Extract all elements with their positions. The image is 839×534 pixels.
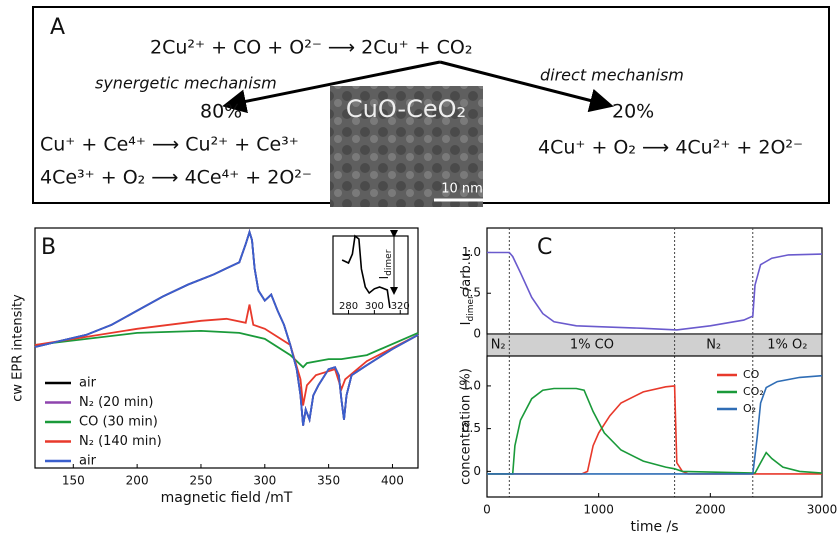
series-line [487,389,822,474]
x-tick-label: 250 [190,474,213,488]
scale-label: 10 nm [441,182,483,197]
mechanism-label: synergetic mechanism [95,74,277,93]
gas-phase: N₂ [706,338,721,353]
label-sub: dimer [466,295,476,322]
series-line [487,253,822,330]
share: 80% [200,101,242,123]
plot-frame [487,356,822,497]
equation: Cu⁺ + Ce⁴⁺ ⟶ Cu²⁺ + Ce³⁺ [40,134,299,156]
x-tick-label: 400 [381,474,404,488]
gas-phase: 1% O₂ [767,338,807,353]
mechanism-label: direct mechanism [540,66,684,85]
y-tick-label: 0 [473,464,481,478]
legend-label: O₂ [743,402,756,415]
annotation: Idimer [377,249,394,279]
x-axis-label: magnetic field /mT [161,490,293,506]
x-tick-label: 300 [365,301,384,312]
x-tick-label: 300 [253,474,276,488]
label-part: /arb.u. [459,249,474,296]
x-tick-label: 1000 [583,503,614,517]
main-equation: 2Cu²⁺ + CO + O²⁻ ⟶ 2Cu⁺ + CO₂ [150,37,472,59]
x-tick-label: 0 [483,503,491,517]
panel-label: C [537,235,552,260]
figure: A 2Cu²⁺ + CO + O²⁻ ⟶ 2Cu⁺ + CO₂ synerget… [0,0,839,534]
legend-label: CO [743,368,760,381]
legend-label: CO (30 min) [79,415,158,430]
y-tick-label: 0 [473,327,481,341]
image-label: CuO-CeO₂ [346,95,466,123]
legend-label: CO₂ [743,385,764,398]
equation: 4Cu⁺ + O₂ ⟶ 4Cu²⁺ + 2O²⁻ [538,137,803,159]
gas-phase: N₂ [491,338,506,353]
y-axis-label: concentration (%) [459,368,474,485]
y-axis-label: Idimer /arb.u. [459,249,476,326]
x-tick-label: 350 [317,474,340,488]
x-tick-label: 280 [339,301,358,312]
legend-label: air [79,454,97,469]
x-tick-label: 200 [126,474,149,488]
y-axis-label: cw EPR intensity [11,294,26,402]
x-tick-label: 320 [391,301,410,312]
x-tick-label: 3000 [807,503,838,517]
x-tick-label: 2000 [695,503,726,517]
label-sub: dimer [384,249,394,276]
x-axis-label: time /s [630,519,678,534]
legend-label: N₂ (20 min) [79,395,153,410]
share: 20% [612,101,654,123]
equation: 4Ce³⁺ + O₂ ⟶ 4Ce⁴⁺ + 2O²⁻ [40,167,312,189]
panel-label: A [50,15,65,40]
legend-label: N₂ (140 min) [79,434,162,449]
x-tick-label: 150 [62,474,85,488]
legend-label: air [79,376,97,391]
gas-phase: 1% CO [570,338,614,353]
panel-label: B [41,235,56,260]
series-line [487,386,822,474]
